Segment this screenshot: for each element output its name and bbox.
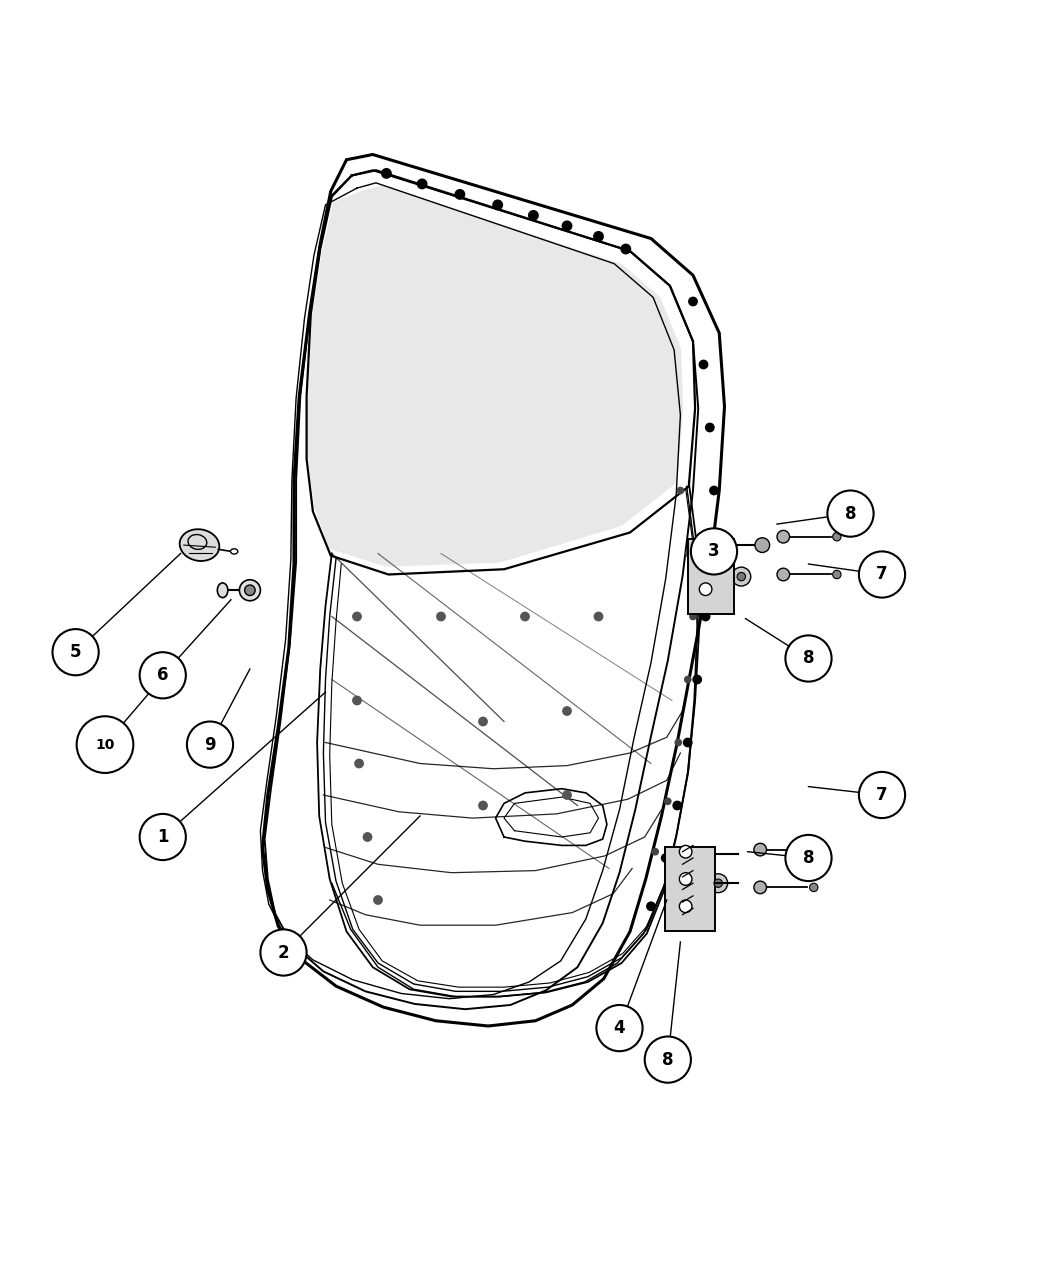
Circle shape — [686, 551, 692, 557]
Circle shape — [706, 423, 714, 432]
Circle shape — [679, 900, 692, 913]
Circle shape — [418, 180, 426, 189]
Ellipse shape — [180, 529, 219, 561]
Circle shape — [652, 849, 658, 854]
Circle shape — [355, 760, 363, 768]
Circle shape — [479, 718, 487, 725]
Text: 7: 7 — [876, 566, 888, 584]
Circle shape — [859, 551, 905, 598]
Circle shape — [810, 845, 818, 854]
Circle shape — [673, 801, 681, 810]
Circle shape — [521, 612, 529, 621]
Circle shape — [689, 297, 697, 306]
Circle shape — [647, 903, 655, 910]
Circle shape — [239, 580, 260, 601]
Circle shape — [140, 813, 186, 861]
Circle shape — [684, 738, 692, 747]
Circle shape — [710, 486, 718, 495]
Circle shape — [709, 873, 728, 892]
Circle shape — [737, 572, 745, 581]
Circle shape — [699, 583, 712, 595]
Circle shape — [679, 845, 692, 858]
Circle shape — [777, 530, 790, 543]
Circle shape — [754, 843, 766, 856]
Circle shape — [596, 1005, 643, 1051]
Circle shape — [810, 884, 818, 891]
Circle shape — [665, 798, 671, 805]
Text: 5: 5 — [70, 643, 81, 662]
FancyBboxPatch shape — [665, 848, 715, 932]
Circle shape — [662, 854, 670, 862]
Circle shape — [479, 801, 487, 810]
Circle shape — [645, 1037, 691, 1082]
Circle shape — [245, 585, 255, 595]
Text: 8: 8 — [663, 1051, 673, 1068]
Circle shape — [437, 612, 445, 621]
Circle shape — [594, 612, 603, 621]
Circle shape — [699, 361, 708, 368]
Circle shape — [52, 629, 99, 676]
Text: 8: 8 — [803, 649, 814, 668]
Circle shape — [679, 872, 692, 885]
Circle shape — [833, 533, 841, 541]
Ellipse shape — [217, 583, 228, 598]
Circle shape — [827, 491, 874, 537]
Text: 3: 3 — [708, 542, 720, 561]
Circle shape — [140, 653, 186, 699]
Text: 4: 4 — [613, 1019, 626, 1037]
Circle shape — [77, 717, 133, 773]
Circle shape — [732, 567, 751, 586]
Circle shape — [701, 612, 710, 621]
Circle shape — [363, 833, 372, 842]
Text: 8: 8 — [803, 849, 814, 867]
FancyBboxPatch shape — [688, 539, 734, 615]
Circle shape — [187, 722, 233, 768]
Circle shape — [594, 232, 603, 241]
Text: 7: 7 — [876, 785, 888, 805]
Circle shape — [563, 706, 571, 715]
Circle shape — [699, 560, 712, 572]
Circle shape — [455, 190, 464, 199]
Ellipse shape — [231, 548, 237, 555]
Circle shape — [785, 635, 832, 682]
Text: 1: 1 — [158, 827, 168, 847]
Circle shape — [381, 168, 391, 179]
Circle shape — [777, 569, 790, 581]
Circle shape — [785, 835, 832, 881]
Circle shape — [621, 245, 630, 254]
Circle shape — [528, 210, 538, 221]
Text: 2: 2 — [277, 944, 290, 961]
Circle shape — [859, 771, 905, 819]
Circle shape — [374, 896, 382, 904]
Circle shape — [675, 740, 681, 746]
Circle shape — [353, 612, 361, 621]
Polygon shape — [309, 186, 682, 566]
Circle shape — [353, 696, 361, 705]
Circle shape — [754, 881, 766, 894]
Circle shape — [494, 200, 503, 209]
Circle shape — [563, 790, 571, 799]
Circle shape — [693, 676, 701, 683]
Text: 9: 9 — [204, 736, 216, 754]
Circle shape — [563, 221, 571, 231]
Circle shape — [708, 550, 716, 557]
Circle shape — [677, 487, 684, 493]
Text: 8: 8 — [845, 505, 856, 523]
Text: 10: 10 — [96, 738, 114, 751]
Circle shape — [755, 538, 770, 552]
Circle shape — [699, 537, 712, 550]
Text: 6: 6 — [158, 667, 168, 685]
Circle shape — [691, 528, 737, 575]
Circle shape — [685, 676, 691, 682]
Circle shape — [833, 570, 841, 579]
Circle shape — [714, 878, 722, 887]
Circle shape — [260, 929, 307, 975]
Circle shape — [690, 613, 696, 620]
